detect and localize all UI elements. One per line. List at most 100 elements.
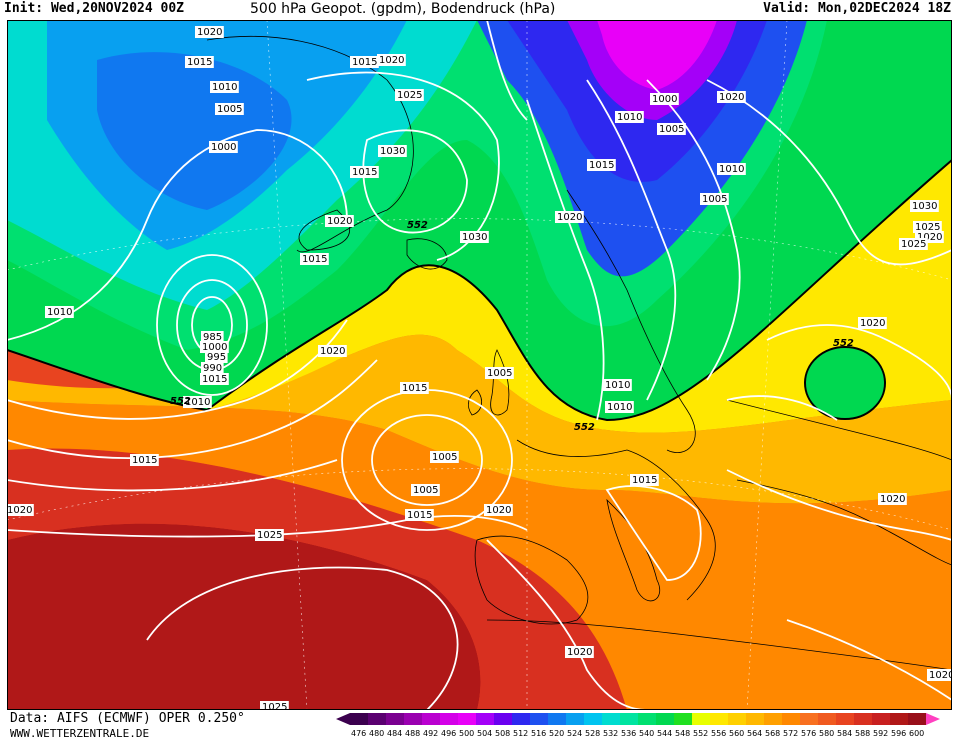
scale-swatch (602, 713, 620, 725)
scale-tick-label: 572 (783, 729, 798, 738)
isobar-label: 1010 (719, 164, 744, 175)
scale-tick-label: 532 (603, 729, 618, 738)
isobar-label-bg (378, 145, 407, 157)
isobar-label-bg (201, 362, 224, 374)
isobar-label: 1010 (212, 82, 237, 93)
scale-tick-label: 504 (477, 729, 492, 738)
scale-swatch (710, 713, 728, 725)
scale-swatch (638, 713, 656, 725)
scale-tick-label: 600 (909, 729, 924, 738)
scale-swatch (404, 713, 422, 725)
isobar-label: 1010 (605, 380, 630, 391)
scale-arrow-right (926, 713, 940, 725)
isobar-label: 1015 (352, 57, 377, 68)
isobar-label-bg (565, 646, 594, 658)
scale-tick-label: 584 (837, 729, 852, 738)
scale-tick-label: 596 (891, 729, 906, 738)
isobar-label: 1005 (432, 452, 457, 463)
scale-swatch (800, 713, 818, 725)
isobar-label: 1020 (320, 346, 345, 357)
valid-time-label: Valid: Mon,02DEC2024 18Z (763, 1, 951, 16)
isobar-label-bg (484, 504, 513, 516)
isobar-label: 1020 (379, 55, 404, 66)
scale-tick-label: 588 (855, 729, 870, 738)
scale-swatch (512, 713, 530, 725)
scale-tick-label: 524 (567, 729, 582, 738)
scale-tick-label: 508 (495, 729, 510, 738)
isobar-label-bg (350, 56, 379, 68)
scale-tick-label: 564 (747, 729, 762, 738)
isobar-label-bg (913, 221, 942, 233)
scale-swatch (764, 713, 782, 725)
scale-swatch (836, 713, 854, 725)
isobar-label: 1010 (617, 112, 642, 123)
isobar-label-bg (130, 454, 159, 466)
scale-swatch (872, 713, 890, 725)
scale-tick-label: 484 (387, 729, 402, 738)
scale-tick-label: 536 (621, 729, 636, 738)
scale-swatch (728, 713, 746, 725)
isobar-label-bg (377, 54, 406, 66)
isobar-label: 1015 (402, 383, 427, 394)
scale-swatch (692, 713, 710, 725)
isobar-label: 1010 (607, 402, 632, 413)
scale-swatch (566, 713, 584, 725)
isobar-label: 1020 (719, 92, 744, 103)
isobar-label-bg (411, 484, 440, 496)
isobar-label-bg (45, 306, 74, 318)
isobar-label: 1015 (302, 254, 327, 265)
isobar-label-bg (405, 509, 434, 521)
isobar-label-bg (260, 701, 289, 710)
website-label: WWW.WETTERZENTRALE.DE (10, 727, 150, 740)
scale-tick-label: 480 (369, 729, 384, 738)
isobar-label-bg (485, 367, 514, 379)
scale-arrow-left (336, 713, 350, 725)
isobar-label: 1015 (632, 475, 657, 486)
scale-swatch (908, 713, 926, 725)
scale-tick-label: 500 (459, 729, 474, 738)
scale-swatch (818, 713, 836, 725)
isobar-label: 1020 (929, 670, 952, 681)
isobar-label-bg (350, 166, 379, 178)
isobar-label-bg (325, 215, 354, 227)
isobar-label: 1030 (462, 232, 487, 243)
isobar-label-bg (430, 451, 459, 463)
isobar-label-bg (460, 231, 489, 243)
scale-swatch (530, 713, 548, 725)
isobar-label-bg (899, 238, 928, 250)
isobar-label: 1005 (659, 124, 684, 135)
isobar-label-bg (200, 373, 229, 385)
isobar-label: 1000 (202, 342, 227, 353)
footer-bar: Data: AIFS (ECMWF) OPER 0.250° WWW.WETTE… (0, 710, 959, 741)
scale-swatch (656, 713, 674, 725)
isobar-label: 1005 (487, 368, 512, 379)
scale-swatch (494, 713, 512, 725)
height-552-label: 552 (407, 220, 428, 231)
isobar-label-bg (185, 56, 214, 68)
scale-tick-label: 496 (441, 729, 456, 738)
isobar-label: 1020 (557, 212, 582, 223)
isobar-label: 1015 (352, 167, 377, 178)
isobar-label-bg (657, 123, 686, 135)
isobar-label: 1015 (187, 57, 212, 68)
scale-tick-label: 528 (585, 729, 600, 738)
scale-swatch (458, 713, 476, 725)
isobar-label-bg (318, 345, 347, 357)
isobar-label-bg (400, 382, 429, 394)
isobar-label: 1030 (912, 201, 937, 212)
height-552-label: 552 (170, 396, 191, 407)
header-bar: Init: Wed,20NOV2024 00Z 500 hPa Geopot. … (0, 0, 959, 20)
scale-swatch (368, 713, 386, 725)
scale-tick-label: 560 (729, 729, 744, 738)
isobar-label: 1020 (486, 505, 511, 516)
isobar-label: 1000 (652, 94, 677, 105)
isobar-label: 990 (203, 363, 222, 374)
isobar-label: 1020 (860, 318, 885, 329)
color-scale-legend: 476 480 484 488 492 496 500 504 508 512 516 520 524 5… (336, 713, 940, 738)
isobar-label-bg (587, 159, 616, 171)
isobar-label-bg (615, 111, 644, 123)
isobar-label-bg (300, 253, 329, 265)
isobar-label: 1000 (211, 142, 236, 153)
isobar-label: 1020 (880, 494, 905, 505)
